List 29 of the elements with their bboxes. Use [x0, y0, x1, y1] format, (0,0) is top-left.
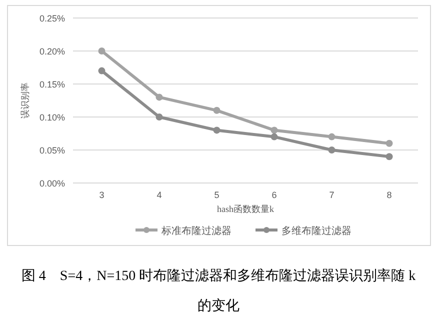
y-tick-label: 0.00% [39, 178, 65, 188]
x-tick-label: 4 [156, 190, 162, 200]
point [328, 133, 336, 140]
point [270, 133, 278, 140]
point [328, 146, 336, 154]
point [98, 48, 106, 54]
point [213, 106, 220, 114]
legend-label: 多维布隆过滤器 [282, 225, 352, 237]
point [270, 126, 278, 134]
point [98, 67, 106, 74]
point [213, 126, 220, 134]
point [156, 94, 163, 101]
y-tick-label: 0.05% [39, 146, 65, 156]
point [156, 114, 163, 120]
x-tick-label: 7 [329, 190, 334, 200]
caption: 图 4 S=4，N=150 时布隆过滤器和多维布隆过滤器误识别率随 k 的变化 [20, 267, 417, 316]
y-tick-label: 0.25% [39, 14, 65, 24]
legend-label: 标准布隆过滤器 [160, 225, 232, 237]
y-tick-label: 0.10% [39, 112, 65, 122]
x-tick-label: 5 [214, 190, 220, 200]
x-axis-title: hash函数数量k [217, 204, 274, 214]
y-tick-label: 0.20% [39, 46, 65, 56]
point [386, 140, 393, 147]
point [386, 153, 393, 160]
y-tick-label: 0.15% [39, 80, 65, 90]
x-tick-label: 8 [386, 190, 392, 200]
x-tick-label: 3 [99, 190, 104, 200]
y-axis-title: 误识别率 [20, 82, 30, 118]
x-tick-label: 6 [272, 190, 277, 200]
